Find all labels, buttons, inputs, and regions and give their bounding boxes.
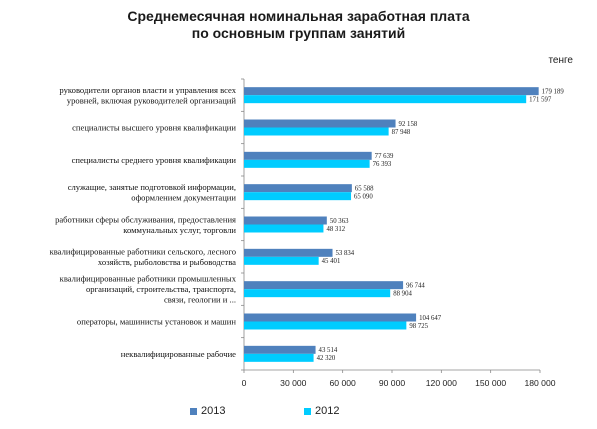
legend-item-2013: 2013 (190, 405, 225, 417)
bar-2012 (244, 159, 370, 168)
category-label-line: неквалифицированные рабочие (121, 349, 236, 359)
legend-swatch-2013 (190, 407, 197, 415)
category-label-line: хозяйств, рыболовства и рыбоводства (98, 257, 236, 267)
data-label-2013: 50 363 (330, 218, 349, 225)
category-label-line: служащие, занятые подготовкой информации… (68, 182, 236, 192)
category-label: специалисты высшего уровня квалификации (72, 123, 236, 133)
bar-2012 (244, 289, 391, 298)
category-label: операторы, машинисты установок и машин (77, 317, 236, 327)
x-tick-label: 180 000 (524, 378, 555, 388)
x-tick-label: 60 000 (330, 378, 357, 388)
data-label-2013: 77 639 (375, 153, 394, 160)
legend-label-2012: 2012 (315, 405, 340, 417)
category-label-line: работники сферы обслуживания, предоставл… (55, 214, 236, 224)
bar-2013 (244, 216, 327, 225)
bar-2013 (244, 313, 417, 322)
x-tick-label: 90 000 (379, 378, 406, 388)
category-label-line: руководители органов власти и управления… (59, 85, 236, 95)
bar-chart: 0 30 000 60 000 90 000 120 000 150 000 180 000… (50, 78, 565, 388)
category-label-line: операторы, машинисты установок и машин (77, 317, 236, 327)
category-label-line: специалисты высшего уровня квалификации (72, 123, 236, 133)
category-label-line: связи, геологии и ... (164, 295, 236, 305)
bar-2013 (244, 281, 404, 290)
legend: 2013 2012 (0, 405, 597, 421)
legend-item-2012: 2012 (304, 405, 339, 417)
data-label-2012: 65 090 (354, 194, 373, 201)
bar-2013 (244, 184, 352, 193)
data-label-2013: 65 588 (355, 186, 374, 193)
data-label-2012: 45 401 (322, 258, 341, 265)
bar-2013 (244, 87, 539, 96)
bar-2013 (244, 151, 372, 160)
category-label: специалисты среднего уровня квалификации (72, 155, 237, 165)
category-label-line: организаций, строительства, транспорта, (86, 284, 236, 294)
data-label-2013: 53 834 (336, 250, 355, 257)
data-label-2013: 92 158 (399, 121, 418, 128)
bar-2012 (244, 321, 407, 330)
category-label-line: уровней, включая руководителей организац… (67, 95, 237, 105)
x-tick-label: 150 000 (475, 378, 506, 388)
data-label-2012: 42 320 (317, 355, 336, 362)
category-label-line: оформлением документации (131, 192, 236, 202)
category-label-line: коммунальных услуг, торговли (123, 225, 236, 235)
data-label-2012: 76 393 (373, 161, 392, 168)
legend-label-2013: 2013 (201, 405, 226, 417)
x-tick-label: 0 (242, 378, 247, 388)
bar-2012 (244, 353, 314, 362)
category-label-line: квалифицированные работники сельского, л… (50, 247, 236, 257)
data-label-2012: 98 725 (409, 323, 428, 330)
bar-2013 (244, 119, 396, 128)
bar-2013 (244, 248, 333, 257)
data-label-2012: 88 904 (393, 291, 412, 298)
bar-2012 (244, 224, 324, 233)
category-label: руководители органов власти и управления… (59, 85, 236, 106)
chart-title-line-1: Среднемесячная номинальная заработная пл… (127, 8, 470, 24)
bar-2012 (244, 95, 527, 104)
data-label-2012: 48 312 (326, 226, 345, 233)
category-label: служащие, занятые подготовкой информации… (68, 182, 237, 203)
chart-title-line-2: по основным группам занятий (191, 25, 406, 41)
data-label-2013: 43 514 (319, 347, 338, 354)
bar-2012 (244, 127, 389, 136)
data-label-2013: 104 647 (419, 315, 442, 322)
category-label: работники сферы обслуживания, предоставл… (55, 214, 236, 235)
chart-title: Среднемесячная номинальная заработная пл… (0, 8, 597, 42)
category-label: неквалифицированные рабочие (121, 349, 236, 359)
data-label-2012: 171 597 (529, 97, 552, 104)
category-label-line: квалифицированные работники промышленных (60, 274, 237, 284)
unit-label: тенге (548, 55, 573, 66)
category-label-line: специалисты среднего уровня квалификации (72, 155, 237, 165)
data-label-2013: 96 744 (406, 283, 425, 290)
x-tick-label: 30 000 (280, 378, 307, 388)
data-label-2013: 179 189 (542, 89, 565, 96)
x-tick-label: 120 000 (426, 378, 457, 388)
bar-2013 (244, 345, 316, 354)
category-label: квалифицированные работники промышленных… (60, 274, 237, 305)
category-label: квалифицированные работники сельского, л… (50, 247, 237, 267)
bar-2012 (244, 256, 319, 265)
legend-swatch-2012 (304, 407, 311, 415)
data-label-2012: 87 948 (392, 129, 411, 136)
bar-2012 (244, 192, 352, 201)
